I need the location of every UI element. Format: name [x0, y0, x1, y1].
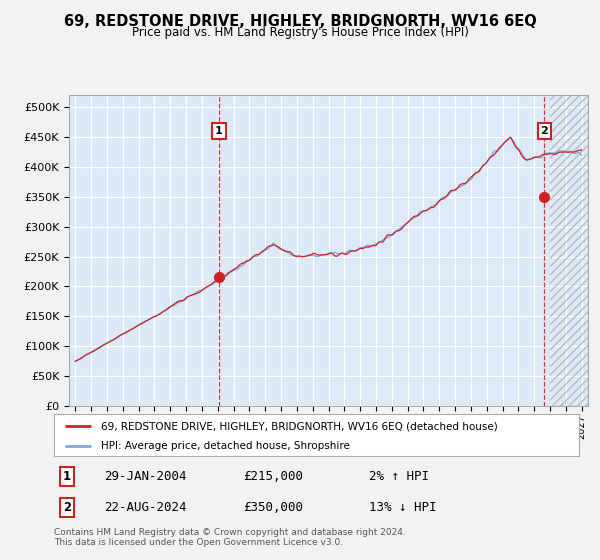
Text: 69, REDSTONE DRIVE, HIGHLEY, BRIDGNORTH, WV16 6EQ (detached house): 69, REDSTONE DRIVE, HIGHLEY, BRIDGNORTH,… [101, 421, 498, 431]
Text: £215,000: £215,000 [243, 470, 303, 483]
Text: Price paid vs. HM Land Registry's House Price Index (HPI): Price paid vs. HM Land Registry's House … [131, 26, 469, 39]
Text: 22-AUG-2024: 22-AUG-2024 [104, 501, 187, 515]
Text: 1: 1 [63, 470, 71, 483]
Text: 2% ↑ HPI: 2% ↑ HPI [369, 470, 429, 483]
Bar [550, 95, 600, 406]
Text: 2: 2 [63, 501, 71, 515]
Text: 2: 2 [541, 126, 548, 136]
Text: £350,000: £350,000 [243, 501, 303, 515]
Text: 13% ↓ HPI: 13% ↓ HPI [369, 501, 437, 515]
Text: HPI: Average price, detached house, Shropshire: HPI: Average price, detached house, Shro… [101, 441, 350, 451]
Text: Contains HM Land Registry data © Crown copyright and database right 2024.
This d: Contains HM Land Registry data © Crown c… [54, 528, 406, 547]
Text: 69, REDSTONE DRIVE, HIGHLEY, BRIDGNORTH, WV16 6EQ: 69, REDSTONE DRIVE, HIGHLEY, BRIDGNORTH,… [64, 14, 536, 29]
Text: 29-JAN-2004: 29-JAN-2004 [104, 470, 187, 483]
Bar [550, 95, 600, 406]
Text: 1: 1 [215, 126, 223, 136]
